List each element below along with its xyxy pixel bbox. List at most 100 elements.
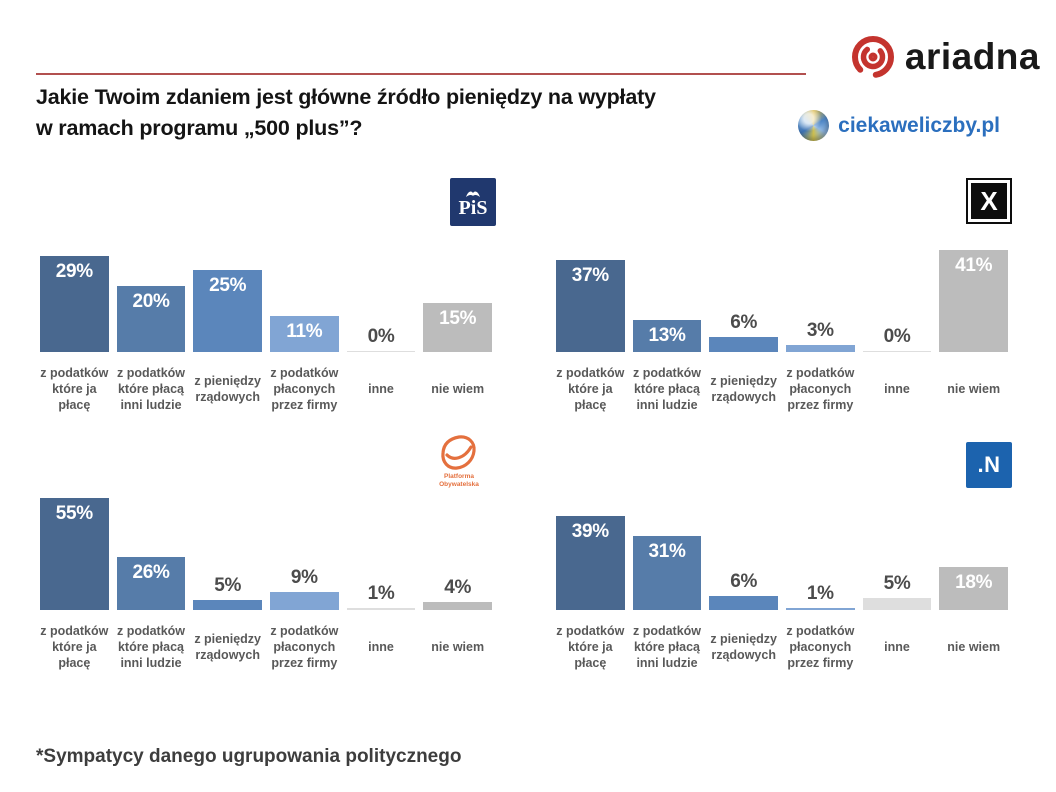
chart-logo-row: Platforma Obywatelska <box>36 434 496 490</box>
category-label: z podatków które ja płacę <box>40 623 109 671</box>
category-label: z podatków które ja płacę <box>556 365 625 413</box>
bar <box>40 497 109 610</box>
bar-column: 6% <box>709 247 779 352</box>
chart-pis: PiS 29% 20% 25% 11% 0% 15% z podatków które j… <box>36 178 496 420</box>
po-party-logo: Platforma Obywatelska <box>422 434 496 489</box>
bar-column: 55% <box>40 496 109 610</box>
bar-column: 31% <box>632 496 702 610</box>
bar-value-label: 0% <box>883 325 911 347</box>
category-label: nie wiem <box>431 381 485 396</box>
bar-value-label: 18% <box>955 571 993 593</box>
category-label: nie wiem <box>431 639 485 654</box>
bar-value-label: 6% <box>730 312 758 333</box>
bar-column: 1% <box>346 496 416 610</box>
bar-value-label: 15% <box>439 307 477 329</box>
footnote: *Sympatycy danego ugrupowania polityczne… <box>36 746 462 767</box>
category-labels-row: z podatków które ja płacę z podatków któr… <box>552 616 1012 678</box>
bar-column: 3% <box>786 247 855 352</box>
bar-value-label: 37% <box>571 264 609 286</box>
category-label: inne <box>884 639 910 654</box>
category-labels-row: z podatków które ja płacę z podatków któr… <box>36 358 496 420</box>
bar-column: 39% <box>556 496 625 610</box>
chart-nowoczesna: .N 39% 31% 6% 1% 5% 18% z podatków które ja p… <box>552 434 1012 678</box>
bar-plot-area: 29% 20% 25% 11% 0% 15% <box>36 247 496 352</box>
bar-column: 0% <box>346 247 416 352</box>
po-outline-icon <box>441 435 476 470</box>
category-label: z podatków które płacą inni ludzie <box>632 365 702 413</box>
bar <box>423 302 493 352</box>
category-label: z pieniędzy rządowych <box>194 373 262 404</box>
bar-column: 11% <box>270 247 339 352</box>
bar <box>346 607 416 610</box>
bar <box>556 516 625 610</box>
bar-column: 25% <box>193 247 263 352</box>
ariadna-spiral-icon <box>851 36 894 78</box>
category-label: z podatków płaconych przez firmy <box>786 365 855 413</box>
bar <box>270 591 339 610</box>
bar-column: 9% <box>270 496 339 610</box>
ariadna-wordmark: ariadna <box>904 36 1040 77</box>
bar-plot-area: 37% 13% 6% 3% 0% 41% <box>552 247 1012 352</box>
bar-value-label: 1% <box>806 582 834 604</box>
kukiz15-logo-text: X <box>971 183 1007 219</box>
page-title: Jakie Twoim zdaniem jest główne źródło p… <box>36 85 656 140</box>
bar <box>632 319 702 352</box>
category-label: z podatków które płacą inni ludzie <box>116 365 186 413</box>
category-label: z podatków płaconych przez firmy <box>786 623 855 671</box>
bar-column: 29% <box>40 247 109 352</box>
bar <box>423 601 493 610</box>
bar-plot-area: 55% 26% 5% 9% 1% 4% <box>36 496 496 610</box>
bar-column: 20% <box>116 247 186 352</box>
bar-column: 5% <box>193 496 263 610</box>
bar-value-label: 41% <box>955 254 993 276</box>
category-label: inne <box>368 639 394 654</box>
pis-logo-text: PiS <box>458 196 488 219</box>
chart-logo-row: PiS <box>36 178 496 228</box>
bar <box>862 350 932 352</box>
category-label: z pieniędzy rządowych <box>194 631 262 662</box>
chart-logo-row: .N <box>552 434 1012 490</box>
bar-column: 6% <box>709 496 779 610</box>
bar <box>632 535 702 610</box>
bar <box>346 350 416 352</box>
bar <box>939 249 1009 352</box>
bar-value-label: 3% <box>806 319 834 341</box>
category-label: z podatków które ja płacę <box>40 365 109 413</box>
bar-value-label: 9% <box>290 566 318 588</box>
bar-value-label: 5% <box>214 574 242 596</box>
category-label: nie wiem <box>947 639 1001 654</box>
bar-column: 41% <box>939 247 1009 352</box>
bar-column: 26% <box>116 496 186 610</box>
po-logo-text: Platforma Obywatelska <box>439 473 479 488</box>
bar <box>40 256 109 352</box>
bar-plot-area: 39% 31% 6% 1% 5% 18% <box>552 496 1012 610</box>
bar-value-label: 0% <box>367 325 395 347</box>
ariadna-brand: ariadna <box>850 34 1040 80</box>
bar-value-label: 55% <box>55 502 93 524</box>
pis-party-logo: PiS <box>450 178 496 226</box>
bar <box>862 598 932 610</box>
bar <box>556 259 625 352</box>
category-label: inne <box>368 381 394 396</box>
bar <box>786 344 855 352</box>
bar-value-label: 4% <box>444 576 472 598</box>
bar-value-label: 6% <box>730 570 758 592</box>
bar <box>116 556 186 610</box>
eagle-icon <box>466 190 480 197</box>
bar-column: 13% <box>632 247 702 352</box>
bar-column: 0% <box>862 247 932 352</box>
bar-value-label: 25% <box>209 274 247 296</box>
bar-value-label: 31% <box>648 540 686 562</box>
bar-column: 18% <box>939 496 1009 610</box>
ciekaweliczby-brand: ciekaweliczby.pl <box>798 110 1000 141</box>
chart-platforma-obywatelska: Platforma Obywatelska 55% 26% 5% 9% 1% 4% z p… <box>36 434 496 678</box>
title-divider-line <box>36 73 806 75</box>
bar-value-label: 13% <box>648 324 686 346</box>
bar-value-label: 11% <box>286 320 323 342</box>
bar-value-label: 29% <box>55 261 93 283</box>
category-labels-row: z podatków które ja płacę z podatków któr… <box>552 358 1012 420</box>
bar <box>193 269 263 352</box>
bar-value-label: 5% <box>883 573 911 594</box>
bar <box>939 566 1009 610</box>
